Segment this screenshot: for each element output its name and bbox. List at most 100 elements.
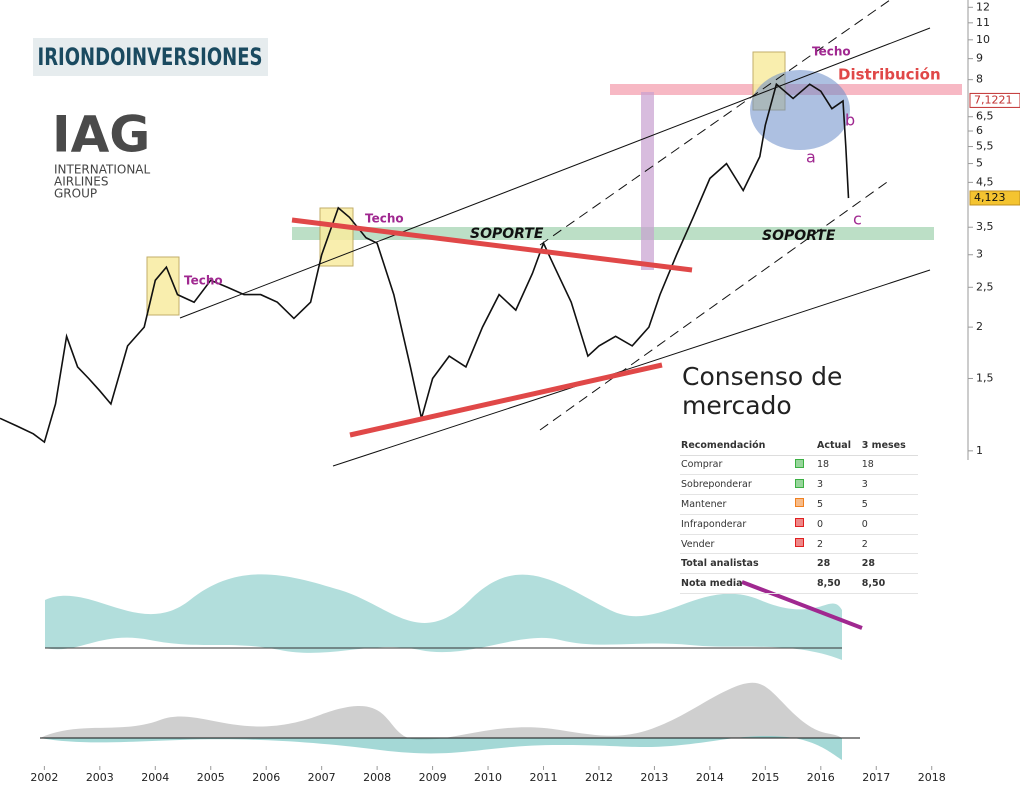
price-tag xyxy=(969,92,1020,108)
y-tick-label: 4,5 xyxy=(976,175,994,188)
y-tick-label: 12 xyxy=(976,0,990,13)
table-row: Infraponderar 0 0 xyxy=(680,514,918,535)
brand: IRIONDOINVERSIONES xyxy=(38,43,263,71)
header: Actual xyxy=(817,439,851,451)
table-cell: Total analistas xyxy=(681,558,759,570)
channel-line xyxy=(332,269,931,467)
consensus-title: Consenso de mercado xyxy=(682,362,843,420)
x-tick-label: 2002 xyxy=(30,771,58,784)
table-cell: 0 xyxy=(861,518,868,530)
table-row: Comprar 18 18 xyxy=(680,455,918,475)
dashed-channel xyxy=(539,0,891,246)
consensus-table: Recomendación Actual 3 meses Comprar 18 18… xyxy=(680,436,918,594)
x-tick-label: 2011 xyxy=(530,771,558,784)
logo-text: GROUP xyxy=(54,187,97,201)
table-row: Total analistas 28 28 xyxy=(680,554,918,574)
support-line xyxy=(349,362,663,438)
y-tick-label: 6,5 xyxy=(976,110,994,123)
y-tick-label: 9 xyxy=(976,52,983,65)
table-row: Nota media 8,50 8,50 xyxy=(680,574,918,594)
dashed-channel xyxy=(539,179,891,431)
header: Recomendación xyxy=(681,439,766,451)
table-row: Mantener 5 5 xyxy=(680,495,918,515)
annotation: b xyxy=(845,111,855,130)
table-cell: 28 xyxy=(861,558,875,570)
status-cell xyxy=(794,475,816,495)
x-tick-label: 2003 xyxy=(86,771,114,784)
table-cell: 5 xyxy=(861,498,868,510)
logo-mark: IAG xyxy=(52,106,150,164)
status-square xyxy=(795,538,804,548)
annotation: Distribución xyxy=(838,66,941,84)
y-tick-label: 10 xyxy=(976,33,990,46)
x-tick-label: 2014 xyxy=(696,771,724,784)
annotation: Techo xyxy=(812,45,851,59)
x-tick-label: 2008 xyxy=(363,771,391,784)
price-plot xyxy=(0,82,850,444)
x-tick-label: 2012 xyxy=(585,771,613,784)
table-cell: 8,50 xyxy=(861,578,886,590)
table-cell: Infraponderar xyxy=(681,518,747,530)
table-row: Vender 2 2 xyxy=(680,534,918,554)
x-tick-label: 2013 xyxy=(640,771,668,784)
table-row: Sobreponderar 3 3 xyxy=(680,475,918,495)
top-box xyxy=(319,207,354,267)
y-tick-label: 8 xyxy=(976,73,983,86)
table-cell: 8,50 xyxy=(817,578,841,590)
table-cell: Sobreponderar xyxy=(681,479,752,491)
y-tick-label: 1,5 xyxy=(976,371,994,384)
x-tick-label: 2005 xyxy=(197,771,225,784)
status-cell xyxy=(794,554,816,574)
x-tick-label: 2015 xyxy=(751,771,779,784)
macd-area xyxy=(40,682,842,740)
channel-line xyxy=(179,27,931,319)
x-tick-label: 2004 xyxy=(141,771,169,784)
price-tag xyxy=(969,190,1020,206)
table-cell: 2 xyxy=(817,538,824,550)
resistance-line xyxy=(291,217,693,273)
table-cell: 28 xyxy=(817,558,831,570)
annotation: SOPORTE xyxy=(470,226,544,242)
status-cell xyxy=(794,455,816,475)
consensus-panel: Consenso de mercado Recomendación Actual… xyxy=(676,358,920,594)
price-line xyxy=(0,82,850,444)
macd-area xyxy=(40,735,842,760)
annotation: a xyxy=(806,148,816,167)
table-cell: 18 xyxy=(861,459,874,471)
x-tick-label: 2006 xyxy=(252,771,280,784)
table-cell: 2 xyxy=(861,538,868,550)
table-cell: 3 xyxy=(861,479,868,491)
logo-text: INTERNATIONAL xyxy=(54,163,151,177)
y-tick-label: 2 xyxy=(976,320,983,333)
y-tick-label: 11 xyxy=(976,16,990,29)
header: 3 meses xyxy=(861,439,906,451)
header-row: Recomendación Actual 3 meses xyxy=(680,436,918,455)
distribution-ellipse xyxy=(750,70,850,150)
table-cell: 3 xyxy=(817,479,824,491)
y-tick-label: 3 xyxy=(976,248,983,261)
y-tick-label: 5,5 xyxy=(976,140,994,153)
logo-text: AIRLINES xyxy=(54,175,109,189)
y-tick-label: 6 xyxy=(976,124,983,137)
y-tick-label: 2,5 xyxy=(976,280,994,293)
table-cell: 18 xyxy=(817,459,830,471)
price-label: 7,1221 xyxy=(974,93,1013,106)
table-cell: Mantener xyxy=(681,498,727,510)
y-tick-label: 1 xyxy=(976,444,983,457)
annotation: Techo xyxy=(184,274,223,288)
y-tick-label: 3,5 xyxy=(976,220,994,233)
target-bar xyxy=(641,92,654,270)
divergence-line xyxy=(741,580,863,630)
status-cell xyxy=(794,495,816,515)
status-square xyxy=(795,458,804,468)
table-cell: Comprar xyxy=(681,459,723,471)
annotation: c xyxy=(853,210,862,229)
brand-box xyxy=(33,38,268,76)
x-tick-label: 2007 xyxy=(308,771,336,784)
price-label: 4,123 xyxy=(974,191,1006,204)
table-cell: Nota media xyxy=(681,578,743,590)
x-tick-label: 2016 xyxy=(807,771,835,784)
status-cell xyxy=(794,534,816,554)
status-square xyxy=(795,518,804,528)
